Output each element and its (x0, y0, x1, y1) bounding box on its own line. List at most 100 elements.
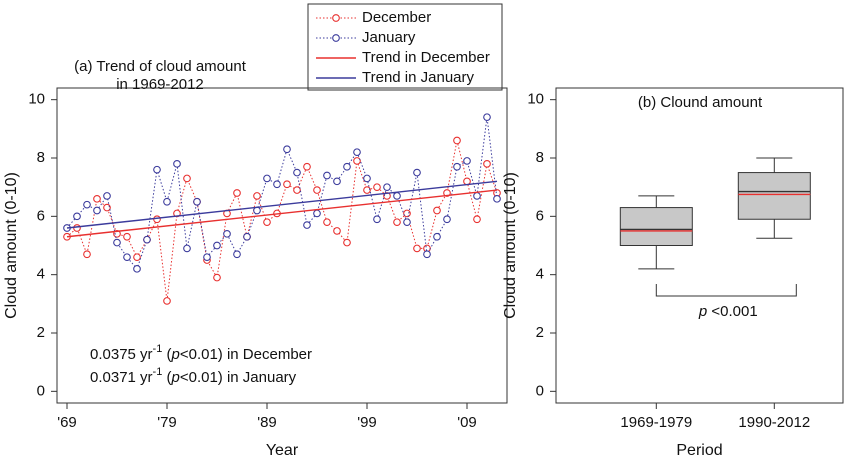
y-tick-label: 6 (37, 207, 45, 224)
y-tick-label: 10 (28, 91, 45, 108)
series-line (66, 189, 498, 238)
data-point (473, 192, 481, 200)
data-point (233, 250, 241, 259)
data-point (303, 221, 311, 229)
data-point (93, 206, 101, 215)
x-tick-label: '89 (257, 414, 277, 431)
annotation-part: ( (162, 346, 171, 363)
data-point (293, 168, 301, 177)
data-point (183, 244, 191, 253)
data-point (363, 186, 371, 194)
legend-label: Trend in January (362, 69, 475, 86)
data-point (123, 232, 131, 241)
data-point (343, 238, 351, 247)
chart-title: in 1969-2012 (116, 76, 204, 93)
y-tick-label: 4 (536, 266, 544, 283)
data-point (153, 215, 161, 224)
data-point (483, 113, 491, 122)
y-tick-label: 8 (536, 149, 544, 166)
plot-frame (56, 87, 508, 404)
data-point (83, 250, 91, 259)
chart-title: (a) Trend of cloud amount (74, 58, 247, 75)
data-point (323, 171, 331, 180)
legend-label: January (362, 29, 416, 46)
data-point (273, 180, 281, 189)
data-point (123, 253, 131, 262)
data-point (233, 189, 241, 197)
x-tick-label: 1990-2012 (738, 414, 810, 431)
data-point (483, 159, 491, 168)
data-point (423, 250, 431, 259)
y-tick-label: 0 (37, 382, 45, 399)
y-tick-label: 4 (37, 266, 45, 283)
data-point (73, 224, 81, 232)
chart-title: (b) Clound amount (638, 94, 763, 111)
data-point (353, 157, 361, 165)
data-point (353, 148, 361, 157)
data-point (243, 232, 251, 241)
annotation-part: <0.001 (707, 303, 757, 320)
box (737, 172, 811, 220)
data-point (253, 192, 261, 200)
data-point (363, 174, 371, 183)
y-tick-label: 8 (37, 149, 45, 166)
data-point (343, 162, 351, 171)
x-axis-label: Year (266, 442, 299, 459)
data-point (463, 157, 471, 165)
data-point (93, 194, 101, 203)
data-point (283, 145, 291, 154)
annotation-part: p (698, 303, 707, 320)
annotation-part: <0.01) in December (180, 346, 312, 363)
y-tick-label: 0 (536, 382, 544, 399)
x-tick-label: '79 (157, 414, 177, 431)
bracket (655, 284, 797, 297)
annotation-part: 0.0375 yr (90, 346, 153, 363)
annotation-part: -1 (153, 343, 163, 355)
y-tick-label: 2 (37, 324, 45, 341)
annotation-part: -1 (153, 366, 163, 378)
x-tick-label: '69 (57, 414, 77, 431)
data-point (293, 186, 301, 194)
data-point (133, 253, 141, 262)
annotation: 0.0375 yr-1 (p<0.01) in December (90, 343, 312, 363)
legend-frame (307, 3, 503, 91)
data-point (323, 218, 331, 227)
data-point (393, 218, 401, 227)
annotation-part: p (171, 369, 180, 386)
data-point (453, 162, 461, 171)
data-point (73, 212, 81, 221)
annotation: 0.0371 yr-1 (p<0.01) in January (90, 366, 297, 386)
x-axis-label: Period (676, 442, 722, 459)
data-point (143, 235, 151, 244)
annotation-part: ( (162, 369, 171, 386)
x-tick-label: 1969-1979 (620, 414, 692, 431)
data-point (413, 244, 421, 253)
data-point (163, 297, 171, 305)
data-point (373, 183, 381, 192)
data-point (403, 209, 411, 218)
data-point (133, 264, 141, 273)
data-point (203, 253, 211, 262)
data-point (103, 192, 111, 200)
data-point (213, 273, 221, 282)
data-point (333, 227, 341, 235)
data-point (303, 162, 311, 171)
annotation-part: 0.0371 yr (90, 369, 153, 386)
y-tick-label: 10 (527, 91, 544, 108)
data-point (403, 218, 411, 227)
x-tick-label: '99 (357, 414, 377, 431)
plot-frame (555, 87, 844, 404)
data-point (373, 215, 381, 224)
data-point (473, 215, 481, 224)
data-point (83, 200, 91, 209)
annotation: p <0.001 (698, 303, 758, 320)
annotation-part: <0.01) in January (180, 369, 297, 386)
y-tick-label: 6 (536, 207, 544, 224)
data-point (173, 159, 181, 168)
data-point (493, 194, 501, 203)
data-point (263, 174, 271, 183)
data-point (313, 186, 321, 194)
data-point (443, 215, 451, 224)
data-point (413, 168, 421, 177)
